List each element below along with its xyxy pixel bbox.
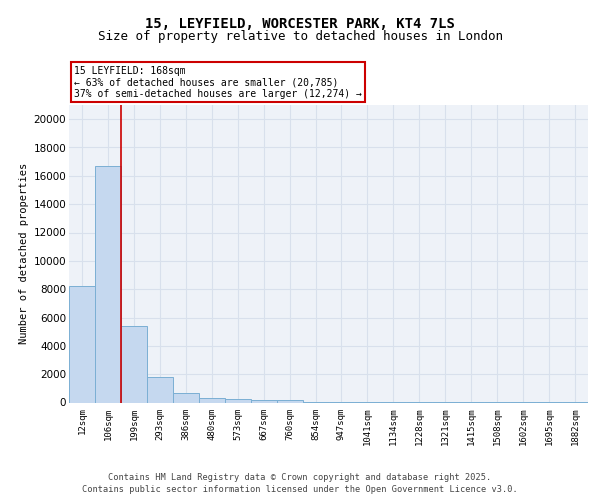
Bar xyxy=(121,326,147,402)
Y-axis label: Number of detached properties: Number of detached properties xyxy=(19,163,29,344)
Bar xyxy=(225,399,251,402)
Text: Size of property relative to detached houses in London: Size of property relative to detached ho… xyxy=(97,30,503,43)
Text: 15, LEYFIELD, WORCESTER PARK, KT4 7LS: 15, LEYFIELD, WORCESTER PARK, KT4 7LS xyxy=(145,18,455,32)
Bar xyxy=(95,166,121,402)
Bar xyxy=(147,377,173,402)
Bar xyxy=(173,392,199,402)
Bar xyxy=(277,400,302,402)
Bar xyxy=(199,398,224,402)
Text: Contains HM Land Registry data © Crown copyright and database right 2025.
Contai: Contains HM Land Registry data © Crown c… xyxy=(82,472,518,494)
Bar xyxy=(69,286,95,403)
Bar xyxy=(251,400,277,402)
Text: 15 LEYFIELD: 168sqm
← 63% of detached houses are smaller (20,785)
37% of semi-de: 15 LEYFIELD: 168sqm ← 63% of detached ho… xyxy=(74,66,362,99)
